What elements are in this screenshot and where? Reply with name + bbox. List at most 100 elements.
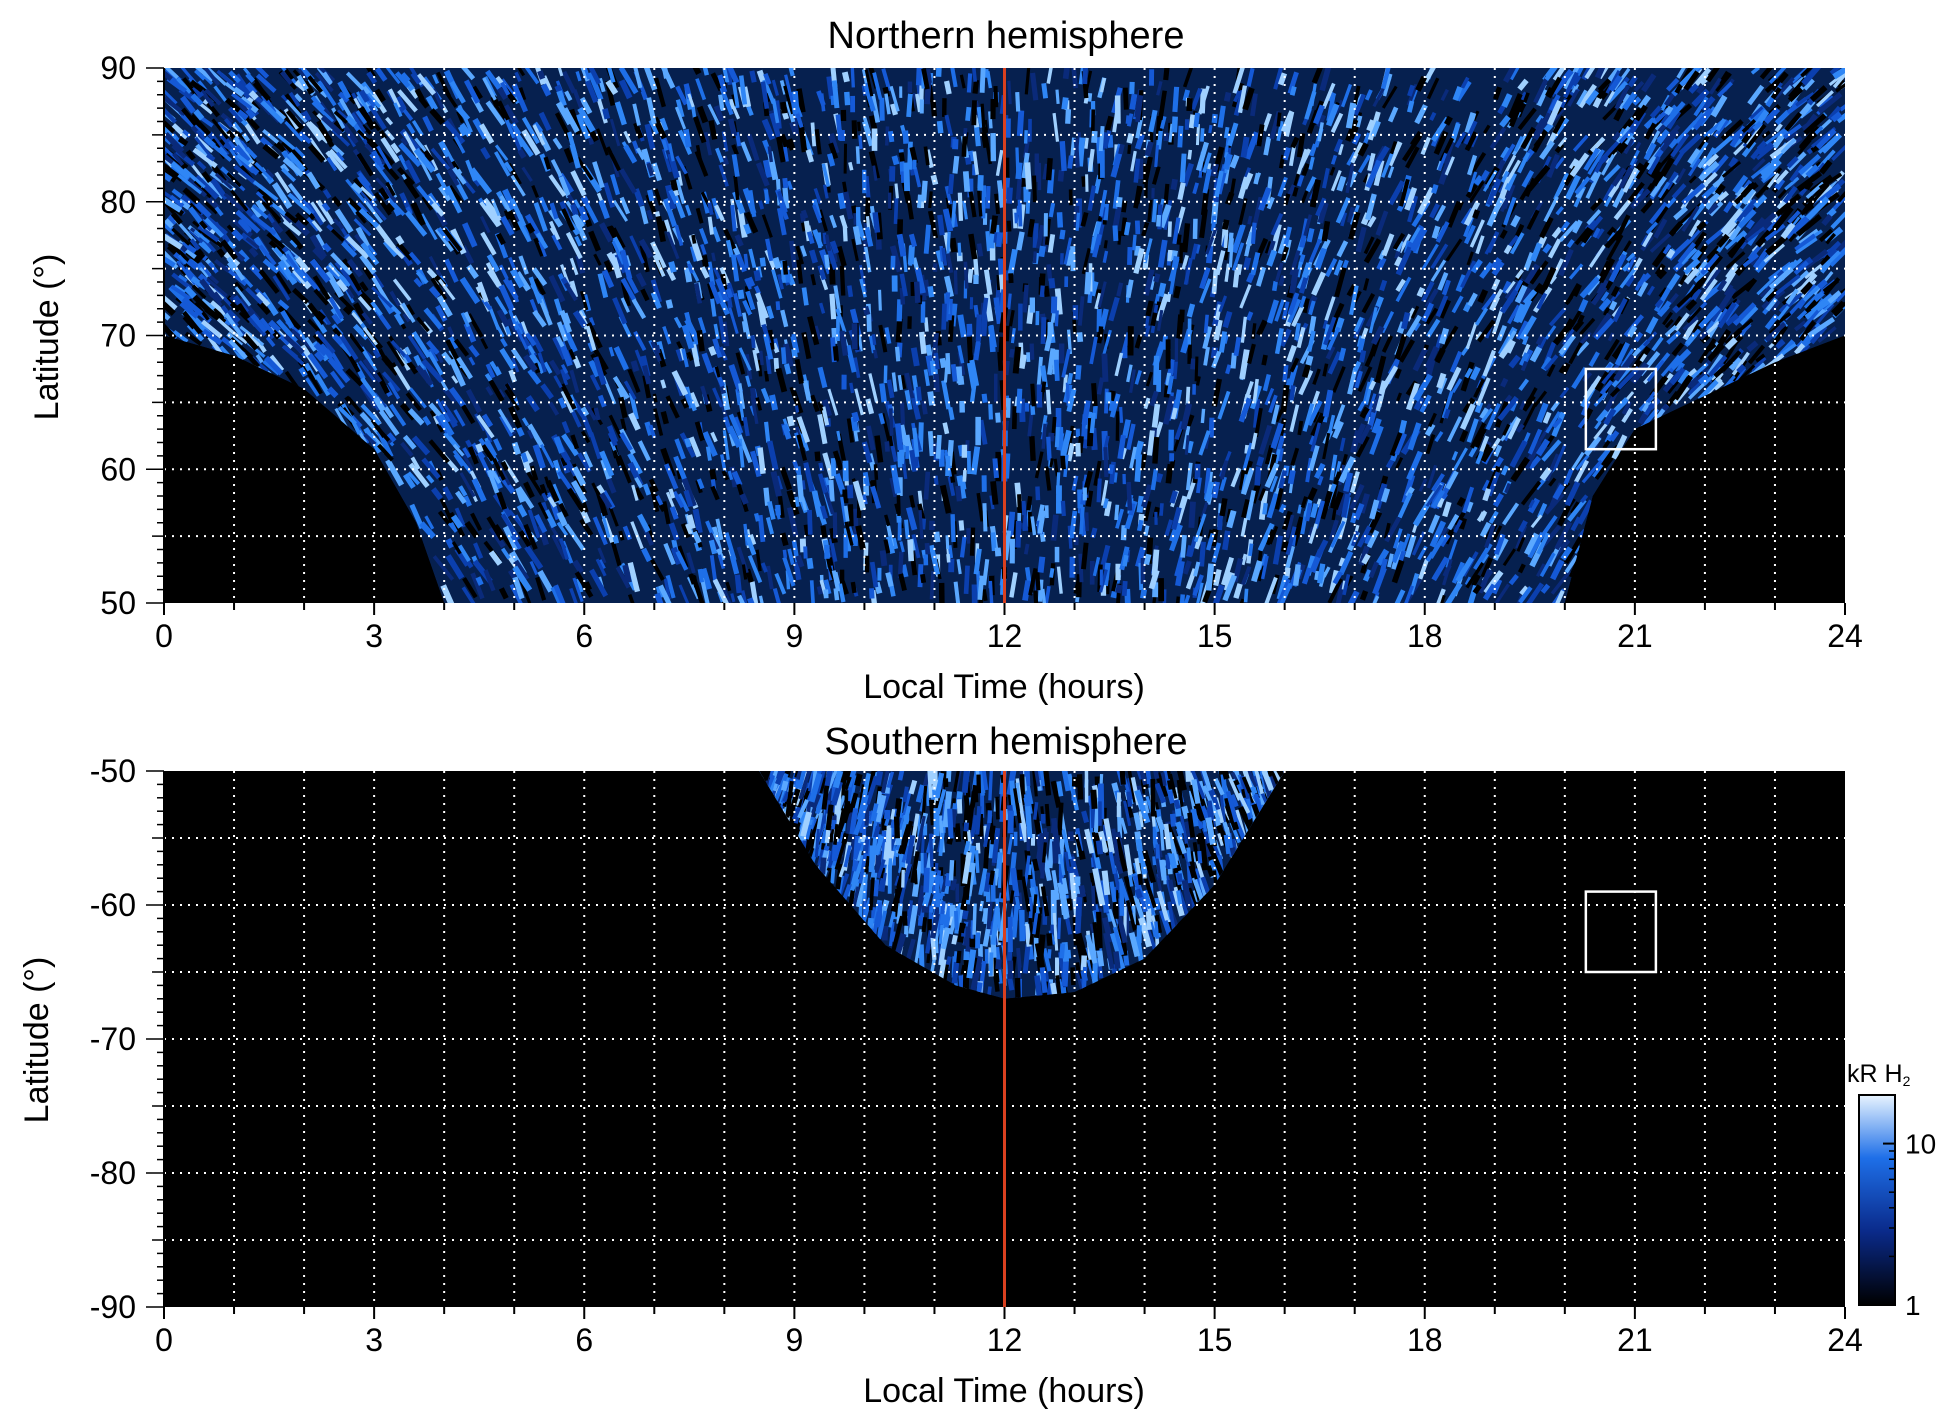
emission-streak — [1199, 278, 1212, 304]
emission-streak — [447, 520, 460, 533]
emission-streak — [1357, 154, 1371, 174]
emission-streak — [525, 395, 540, 413]
emission-streak — [1802, 194, 1815, 208]
emission-streak — [1570, 501, 1580, 514]
emission-streak — [1008, 273, 1014, 284]
emission-streak — [1349, 471, 1360, 494]
emission-streak — [1425, 307, 1439, 325]
emission-streak — [661, 148, 673, 173]
emission-streak — [1030, 404, 1036, 416]
emission-streak — [1558, 248, 1574, 277]
emission-streak — [1134, 370, 1142, 385]
emission-streak — [1035, 311, 1040, 326]
emission-streak — [1327, 351, 1342, 375]
emission-streak — [1540, 356, 1553, 371]
emission-streak — [1429, 111, 1437, 122]
emission-streak — [735, 352, 746, 375]
emission-streak — [1082, 487, 1087, 501]
emission-streak — [1099, 149, 1105, 178]
emission-streak — [1028, 118, 1032, 142]
emission-streak — [1127, 247, 1133, 266]
emission-streak — [1645, 316, 1659, 335]
emission-streak — [461, 453, 474, 471]
emission-streak — [735, 388, 742, 406]
emission-streak — [620, 281, 631, 307]
emission-streak — [1134, 133, 1145, 150]
emission-streak — [843, 143, 848, 174]
emission-streak — [710, 431, 718, 443]
emission-streak — [1053, 458, 1059, 477]
emission-streak — [868, 150, 881, 179]
emission-streak — [834, 473, 847, 495]
emission-streak — [889, 166, 896, 182]
emission-streak — [1618, 93, 1631, 110]
emission-streak — [1287, 71, 1299, 95]
emission-streak — [1701, 184, 1718, 200]
emission-streak — [242, 120, 261, 145]
emission-streak — [665, 299, 674, 309]
emission-streak — [1005, 118, 1011, 138]
emission-streak — [1082, 68, 1089, 85]
emission-streak — [1064, 276, 1069, 288]
emission-streak — [975, 314, 982, 342]
emission-streak — [941, 98, 947, 117]
emission-streak — [533, 202, 548, 232]
emission-streak — [1279, 328, 1292, 347]
emission-streak — [938, 582, 945, 603]
emission-streak — [1151, 188, 1155, 199]
emission-streak — [944, 275, 954, 298]
emission-streak — [346, 133, 356, 148]
emission-streak — [1156, 81, 1163, 96]
emission-streak — [1015, 520, 1022, 548]
emission-streak — [588, 230, 602, 252]
emission-streak — [920, 301, 926, 323]
emission-streak — [1271, 280, 1278, 292]
emission-streak — [1649, 175, 1667, 198]
emission-streak — [1123, 346, 1128, 359]
emission-streak — [1187, 318, 1192, 345]
emission-streak — [1091, 130, 1098, 143]
emission-streak — [1554, 156, 1565, 170]
emission-streak — [1085, 174, 1089, 192]
emission-streak — [1675, 361, 1686, 374]
emission-streak — [603, 259, 614, 273]
emission-streak — [929, 571, 935, 600]
emission-streak — [537, 524, 549, 546]
emission-streak — [398, 154, 409, 171]
emission-streak — [1145, 371, 1154, 387]
emission-streak — [1646, 285, 1655, 296]
emission-streak — [1258, 424, 1273, 455]
emission-streak — [1252, 398, 1261, 428]
emission-streak — [237, 249, 250, 263]
emission-streak — [690, 343, 701, 367]
emission-streak — [1054, 546, 1060, 563]
emission-streak — [945, 455, 951, 477]
emission-streak — [871, 128, 878, 151]
emission-streak — [1566, 239, 1575, 249]
emission-streak — [1163, 132, 1169, 141]
emission-streak — [1815, 303, 1835, 325]
emission-streak — [385, 458, 405, 487]
emission-streak — [843, 533, 848, 558]
emission-streak — [569, 369, 580, 394]
emission-streak — [1782, 185, 1798, 204]
emission-streak — [720, 155, 730, 166]
emission-streak — [709, 468, 717, 482]
emission-streak — [1256, 319, 1268, 336]
emission-streak — [164, 291, 178, 311]
emission-streak — [1154, 293, 1161, 305]
emission-streak — [1099, 569, 1103, 586]
emission-streak — [1474, 401, 1484, 414]
emission-streak — [575, 70, 582, 82]
emission-streak — [1759, 68, 1774, 80]
emission-streak — [1046, 68, 1055, 84]
emission-streak — [1775, 193, 1802, 217]
emission-streak — [1606, 226, 1617, 237]
emission-streak — [1036, 356, 1043, 386]
emission-streak — [824, 544, 830, 559]
emission-streak — [1792, 74, 1807, 88]
emission-streak — [844, 91, 851, 106]
emission-streak — [494, 524, 514, 550]
emission-streak — [1546, 363, 1556, 377]
